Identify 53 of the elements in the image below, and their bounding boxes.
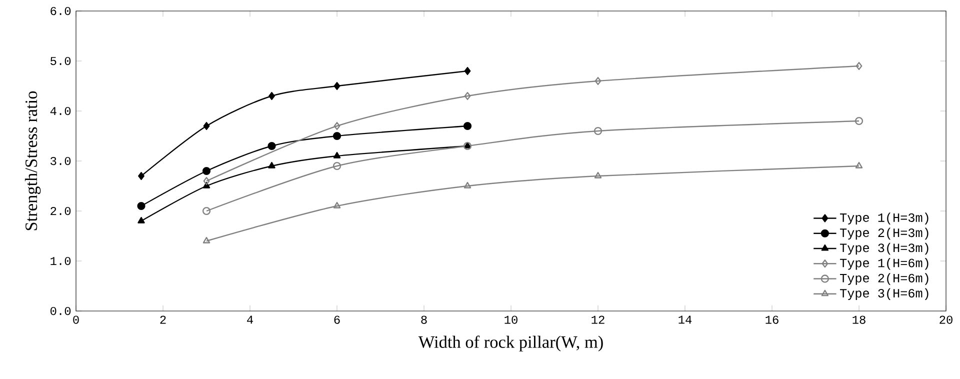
point [594, 126, 602, 136]
point [332, 132, 342, 140]
point [464, 92, 471, 100]
legend-label: Type 1(H=6m) [840, 258, 928, 270]
point [464, 182, 472, 188]
point [463, 122, 472, 130]
point [202, 206, 211, 216]
legend-label: Type 3(H=6m) [840, 288, 928, 300]
y-tick-label: 0.0 [50, 306, 71, 316]
x-tick-label: 8 [421, 316, 427, 324]
y-tick-label: 1.0 [50, 256, 71, 266]
y-tick-label: 5.0 [50, 56, 71, 66]
x-tick-label: 4 [247, 316, 253, 324]
point [333, 152, 341, 158]
point [334, 122, 340, 130]
legend-label: Type 3(H=3m) [840, 242, 928, 255]
point [138, 172, 144, 180]
point [137, 202, 146, 210]
legend-label: Type 2(H=3m) [840, 228, 928, 240]
y-axis-title: Strength/Stress ratio [24, 91, 41, 230]
point [268, 92, 275, 100]
y-tick-label: 6.0 [50, 6, 71, 16]
point [594, 76, 602, 86]
y-tick-label: 3.0 [50, 156, 71, 166]
point [268, 162, 276, 168]
x-tick-label: 10 [504, 316, 518, 324]
point [334, 82, 340, 90]
x-tick-label: 2 [160, 316, 166, 324]
y-tick-label: 4.0 [50, 106, 71, 116]
point [854, 116, 864, 126]
point [138, 216, 145, 224]
x-tick-label: 18 [852, 316, 866, 324]
point [202, 236, 210, 244]
x-axis-title: Width of rock pillar(W, m) [418, 336, 603, 352]
point [332, 162, 342, 170]
point [594, 172, 602, 178]
x-tick-label: 12 [592, 316, 604, 324]
point [202, 166, 211, 176]
point [203, 176, 210, 186]
point [856, 62, 862, 70]
point [333, 202, 341, 208]
x-tick-label: 0 [73, 316, 79, 324]
point [268, 142, 276, 150]
y-tick-label: 2.0 [50, 206, 71, 216]
x-tick-label: 14 [678, 316, 692, 324]
x-tick-label: 20 [940, 316, 952, 324]
legend-label: Type 2(H=6m) [840, 273, 928, 285]
x-tick-label: 6 [334, 316, 340, 324]
legend-label: Type 1(H=3m) [840, 212, 928, 224]
point [203, 122, 210, 130]
point [464, 66, 471, 76]
point [855, 162, 863, 168]
x-tick-label: 16 [766, 316, 778, 324]
